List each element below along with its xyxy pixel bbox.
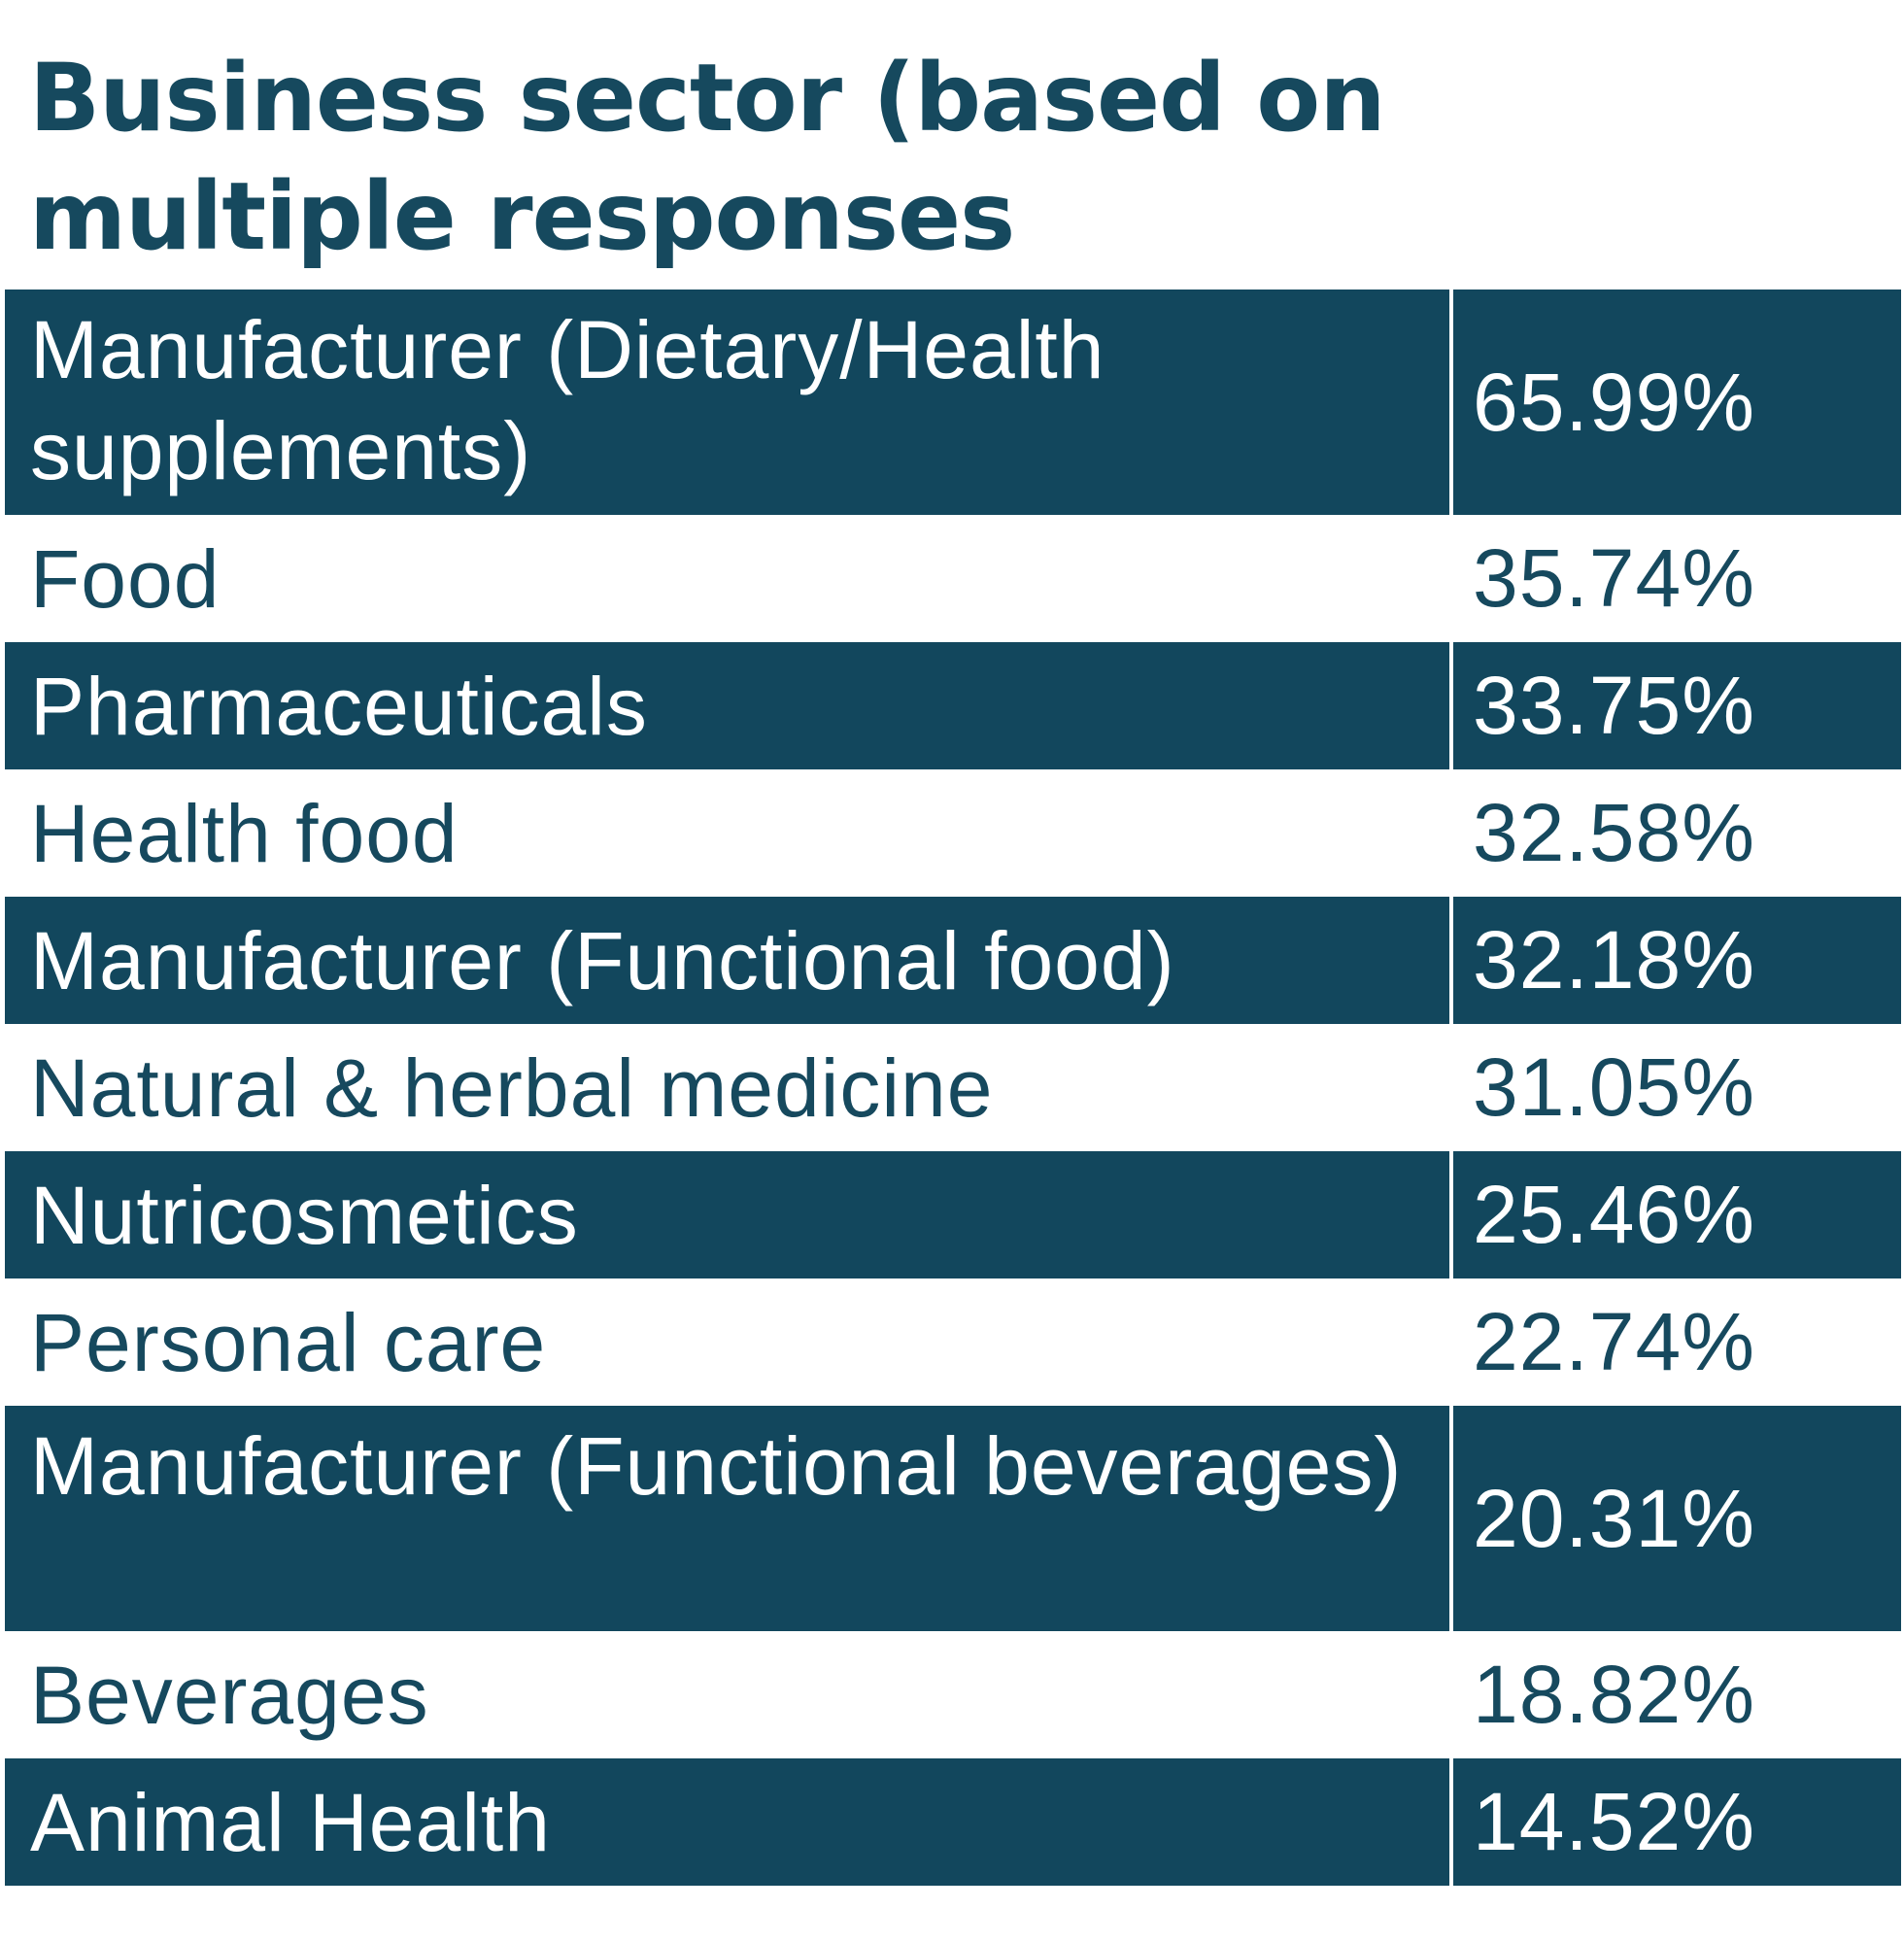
row-value: 33.75% xyxy=(1473,660,1755,751)
table-row: Natural & herbal medicine 31.05% xyxy=(5,1024,1901,1151)
table-row: Personal care 22.74% xyxy=(5,1278,1901,1406)
table-row: Pharmaceuticals 33.75% xyxy=(5,642,1901,769)
column-divider xyxy=(1449,642,1453,769)
row-value: 32.18% xyxy=(1473,914,1755,1006)
row-label: Personal care xyxy=(30,1296,547,1388)
table-row: Health food 32.58% xyxy=(5,769,1901,897)
row-label: Nutricosmetics xyxy=(30,1169,579,1261)
column-divider xyxy=(1449,1278,1453,1406)
row-label: Natural & herbal medicine xyxy=(30,1041,994,1134)
row-value: 65.99% xyxy=(1473,356,1755,448)
row-label: Food xyxy=(30,532,221,625)
column-divider xyxy=(1449,1406,1453,1631)
row-label: Beverages xyxy=(30,1649,429,1741)
column-divider xyxy=(1449,1631,1453,1758)
row-label: Manufacturer (Functional beverages) xyxy=(30,1420,1403,1512)
column-divider xyxy=(1449,1758,1453,1886)
row-value: 25.46% xyxy=(1473,1169,1755,1260)
column-divider xyxy=(1449,1151,1453,1278)
table-row: Food 35.74% xyxy=(5,515,1901,642)
row-label: Animal Health xyxy=(30,1776,551,1868)
row-value: 14.52% xyxy=(1473,1776,1755,1867)
row-value: 31.05% xyxy=(1473,1041,1755,1133)
column-divider xyxy=(1449,515,1453,642)
row-value: 32.58% xyxy=(1473,787,1755,878)
row-value: 20.31% xyxy=(1473,1472,1755,1564)
row-value: 22.74% xyxy=(1473,1296,1755,1387)
column-divider xyxy=(1449,1024,1453,1151)
table-row: Manufacturer (Functional food) 32.18% xyxy=(5,897,1901,1024)
table-row: Nutricosmetics 25.46% xyxy=(5,1151,1901,1278)
table-row: Manufacturer (Functional beverages) 20.3… xyxy=(5,1406,1901,1631)
table-row: Animal Health 14.52% xyxy=(5,1758,1901,1886)
row-label: Pharmaceuticals xyxy=(30,660,648,752)
column-divider xyxy=(1449,769,1453,897)
row-label: Manufacturer (Dietary/Health supplements… xyxy=(30,304,1105,496)
table-row: Manufacturer (Dietary/Health supplements… xyxy=(5,290,1901,515)
column-divider xyxy=(1449,290,1453,515)
row-label: Health food xyxy=(30,787,459,879)
page-title: Business sector (based on multiple respo… xyxy=(29,44,1386,271)
sector-table: Manufacturer (Dietary/Health supplements… xyxy=(5,290,1901,1886)
row-value: 35.74% xyxy=(1473,532,1755,624)
row-label: Manufacturer (Functional food) xyxy=(30,914,1175,1006)
row-value: 18.82% xyxy=(1473,1649,1755,1740)
column-divider xyxy=(1449,897,1453,1024)
table-row: Beverages 18.82% xyxy=(5,1631,1901,1758)
